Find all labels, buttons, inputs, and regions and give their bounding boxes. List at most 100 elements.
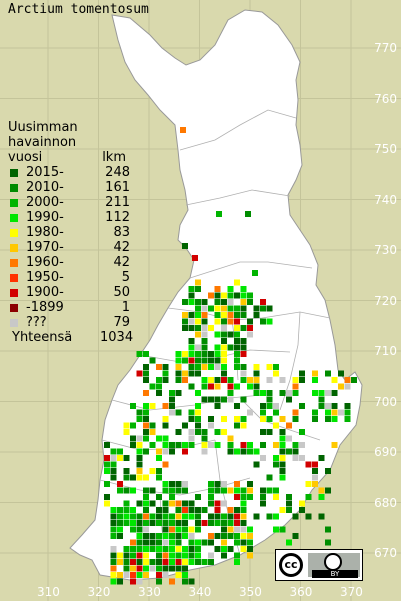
observation-dot	[175, 520, 182, 526]
observation-dot	[104, 500, 110, 507]
legend-swatch	[10, 258, 18, 267]
observation-dot	[208, 487, 214, 494]
observation-dot	[273, 513, 279, 520]
observation-dot	[182, 513, 188, 520]
observation-dot	[234, 338, 240, 344]
observation-dot	[312, 409, 318, 416]
observation-dot	[195, 325, 201, 331]
observation-dot	[182, 578, 188, 585]
observation-dot	[130, 559, 136, 565]
legend-swatch	[10, 228, 18, 237]
observation-dot	[253, 377, 260, 383]
observation-dot	[149, 429, 156, 435]
observation-dot	[318, 390, 325, 396]
observation-dot	[162, 370, 169, 377]
observation-dot	[221, 305, 227, 312]
observation-dot	[195, 507, 201, 513]
observation-dot	[221, 357, 227, 364]
legend-row-count: 211	[105, 195, 130, 210]
observation-dot	[156, 390, 162, 396]
legend-row: 2000- 211	[8, 195, 138, 210]
observation-dot	[260, 299, 266, 305]
observation-dot	[234, 487, 240, 494]
observation-dot	[195, 422, 201, 429]
observation-dot	[234, 292, 240, 299]
observation-dot	[188, 325, 195, 331]
x-tick-label: 310	[37, 585, 60, 599]
observation-dot	[130, 572, 136, 578]
observation-dot	[221, 487, 227, 494]
observation-dot	[162, 526, 169, 533]
observation-dot	[182, 312, 188, 318]
observation-dot	[162, 539, 169, 546]
observation-dot	[182, 325, 188, 331]
observation-dot	[325, 468, 331, 474]
observation-dot	[136, 572, 143, 578]
observation-dot	[123, 487, 130, 494]
observation-dot	[175, 364, 182, 370]
observation-dot	[162, 377, 169, 383]
observation-dot	[201, 377, 208, 383]
observation-dot	[130, 435, 136, 442]
observation-dot	[292, 416, 299, 422]
legend: Uusimman havainnon vuosi lkm 2015- 248 201…	[8, 120, 138, 345]
y-tick-label: 770	[374, 41, 397, 55]
observation-dot	[214, 429, 221, 435]
observation-dot	[143, 351, 149, 357]
observation-dot	[195, 520, 201, 526]
observation-dot	[136, 455, 143, 461]
observation-dot	[175, 487, 182, 494]
observation-dot	[156, 546, 162, 552]
observation-dot	[175, 357, 182, 364]
legend-swatch	[10, 288, 18, 297]
observation-dot	[182, 520, 188, 526]
observation-dot	[195, 351, 201, 357]
observation-dot	[156, 435, 162, 442]
observation-dot	[143, 435, 149, 442]
y-tick-label: 680	[374, 495, 397, 510]
observation-dot	[266, 318, 273, 325]
observation-dot	[214, 487, 221, 494]
x-tick-label: 360	[289, 585, 313, 599]
legend-row: 1980- 83	[8, 225, 138, 240]
observation-dot	[117, 552, 123, 559]
observation-dot	[188, 416, 195, 422]
observation-dot	[136, 351, 143, 357]
x-tick-label: 350	[239, 585, 262, 599]
observation-dot	[214, 344, 221, 351]
y-tick-label: 740	[374, 192, 397, 207]
observation-dot	[234, 526, 240, 533]
observation-dot	[175, 429, 182, 435]
observation-dot	[162, 487, 169, 494]
observation-dot	[110, 578, 117, 585]
observation-dot	[175, 442, 182, 448]
observation-dot	[208, 494, 214, 500]
observation-dot	[201, 520, 208, 526]
observation-dot	[247, 377, 253, 383]
observation-dot	[182, 243, 188, 249]
observation-dot	[123, 520, 130, 526]
y-tick-label: 760	[374, 91, 397, 106]
observation-dot	[175, 500, 182, 507]
observation-dot	[110, 526, 117, 533]
observation-dot	[130, 546, 136, 552]
observation-dot	[162, 403, 169, 409]
observation-dot	[247, 487, 253, 494]
observation-dot	[299, 455, 305, 461]
observation-dot	[234, 325, 240, 331]
legend-column-headers: vuosi lkm	[8, 150, 126, 165]
observation-dot	[279, 435, 286, 442]
observation-dot	[149, 383, 156, 390]
observation-dot	[253, 370, 260, 377]
observation-dot	[110, 565, 117, 572]
observation-dot	[344, 409, 351, 416]
observation-dot	[130, 520, 136, 526]
observation-dot	[162, 500, 169, 507]
observation-dot	[136, 559, 143, 565]
observation-dot	[143, 546, 149, 552]
observation-dot	[325, 390, 331, 396]
observation-dot	[188, 286, 195, 292]
observation-dot	[188, 338, 195, 344]
observation-dot	[162, 572, 169, 578]
observation-dot	[253, 364, 260, 370]
